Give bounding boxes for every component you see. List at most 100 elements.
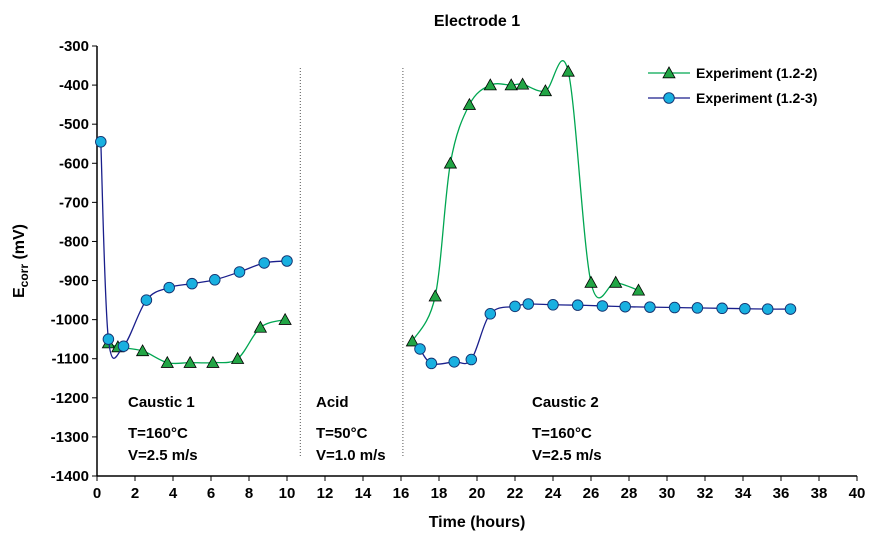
data-point-triangle: [135, 344, 150, 357]
y-tick-label: -1100: [51, 351, 89, 368]
data-point-triangle: [538, 84, 553, 97]
y-tick-label: -900: [59, 273, 89, 290]
x-tick-label: 36: [773, 485, 790, 502]
y-tick-label: -1300: [51, 429, 89, 446]
x-tick-label: 38: [811, 485, 828, 502]
phase-annotation-line: T=160°C: [128, 425, 188, 442]
x-axis-label: Time (hours): [429, 514, 526, 531]
data-point-triangle: [253, 320, 268, 333]
data-point-triangle: [561, 64, 575, 77]
legend-label: Experiment (1.2-2): [696, 65, 817, 81]
data-point-circle: [95, 136, 107, 148]
data-point-circle: [691, 302, 704, 314]
phase-dividers: [299, 68, 404, 458]
data-point-triangle: [183, 355, 197, 368]
x-tick-label: 40: [849, 485, 866, 502]
data-point-circle: [448, 356, 460, 368]
x-tick-label: 10: [279, 485, 296, 502]
y-axis-label-main: E: [11, 287, 28, 298]
data-point-circle: [509, 300, 521, 313]
data-point-circle: [596, 300, 609, 312]
data-point-triangle: [278, 312, 292, 325]
x-tick-label: 14: [355, 485, 372, 502]
data-point-triangle: [230, 351, 245, 364]
y-tick-label: -1400: [51, 468, 89, 485]
legend: Experiment (1.2-2) Experiment (1.2-3): [648, 65, 817, 106]
x-tick-label: 18: [431, 485, 448, 502]
phase-annotation-line: T=50°C: [316, 425, 368, 442]
series-2: [95, 136, 797, 370]
data-point-circle: [414, 343, 426, 355]
data-point-circle: [739, 302, 751, 315]
y-axis-label-unit: (mV): [11, 224, 28, 264]
x-tick-label: 30: [659, 485, 676, 502]
data-point-circle: [102, 333, 115, 345]
data-point-triangle: [405, 334, 420, 347]
data-point-circle: [761, 303, 774, 315]
data-point-circle: [465, 353, 478, 366]
phase-annotation-line: Acid: [316, 394, 349, 411]
x-tick-label: 28: [621, 485, 638, 502]
data-point-circle: [784, 303, 797, 315]
data-point-circle: [425, 357, 438, 370]
data-point-circle: [668, 301, 681, 314]
data-point-triangle: [631, 283, 646, 296]
series-1: [101, 60, 646, 368]
x-tick-label: 4: [169, 485, 178, 502]
x-tick-label: 34: [735, 485, 752, 502]
y-tick-label: -800: [59, 233, 89, 250]
phase-annotation-line: V=1.0 m/s: [316, 447, 386, 464]
data-point-circle: [258, 257, 270, 269]
x-tick-label: 20: [469, 485, 486, 502]
data-point-triangle: [206, 355, 220, 368]
data-point-triangle: [584, 275, 598, 288]
legend-label: Experiment (1.2-3): [696, 90, 817, 106]
x-tick-label: 8: [245, 485, 253, 502]
y-tick-label: -300: [59, 38, 89, 55]
x-tick-label: 24: [545, 485, 562, 502]
data-point-circle: [186, 277, 198, 290]
x-tick-label: 22: [507, 485, 524, 502]
data-point-triangle: [483, 78, 497, 91]
y-tick-label: -400: [59, 77, 89, 94]
series-layer: [95, 60, 797, 370]
series-line: [419, 303, 791, 365]
data-point-triangle: [443, 156, 458, 169]
data-point-circle: [163, 281, 175, 294]
phase-annotation-line: Caustic 2: [532, 394, 599, 411]
data-point-triangle: [160, 355, 174, 368]
phase-annotation-line: V=2.5 m/s: [128, 447, 198, 464]
y-tick-label: -600: [59, 155, 89, 172]
x-tick-label: 16: [393, 485, 410, 502]
phase-annotation-line: T=160°C: [532, 425, 592, 442]
data-point-circle: [547, 299, 559, 311]
data-point-circle: [281, 255, 293, 267]
y-tick-label: -1000: [51, 312, 89, 329]
x-tick-label: 32: [697, 485, 714, 502]
phase-annotation-line: Caustic 1: [128, 394, 195, 411]
x-tick-label: 26: [583, 485, 600, 502]
data-point-circle: [644, 301, 656, 313]
data-point-circle: [484, 308, 497, 320]
phase-annotation-line: V=2.5 m/s: [532, 447, 602, 464]
y-axis-label: Ecorr (mV): [11, 224, 31, 298]
y-tick-label: -1200: [51, 390, 89, 407]
data-point-circle: [571, 299, 584, 311]
data-point-triangle: [515, 77, 530, 90]
legend-marker-circle: [663, 92, 675, 104]
data-point-triangle: [504, 78, 518, 91]
data-point-circle: [233, 266, 246, 278]
chart-title: Electrode 1: [434, 13, 520, 30]
x-tick-label: 6: [207, 485, 215, 502]
data-point-circle: [140, 294, 153, 306]
data-point-circle: [117, 340, 130, 352]
data-point-triangle: [609, 275, 623, 288]
data-point-circle: [522, 298, 535, 310]
data-point-triangle: [428, 289, 442, 302]
y-tick-label: -700: [59, 194, 89, 211]
data-point-circle: [619, 300, 631, 313]
x-tick-label: 0: [93, 485, 101, 502]
data-point-circle: [716, 302, 728, 315]
data-point-triangle: [462, 97, 477, 110]
